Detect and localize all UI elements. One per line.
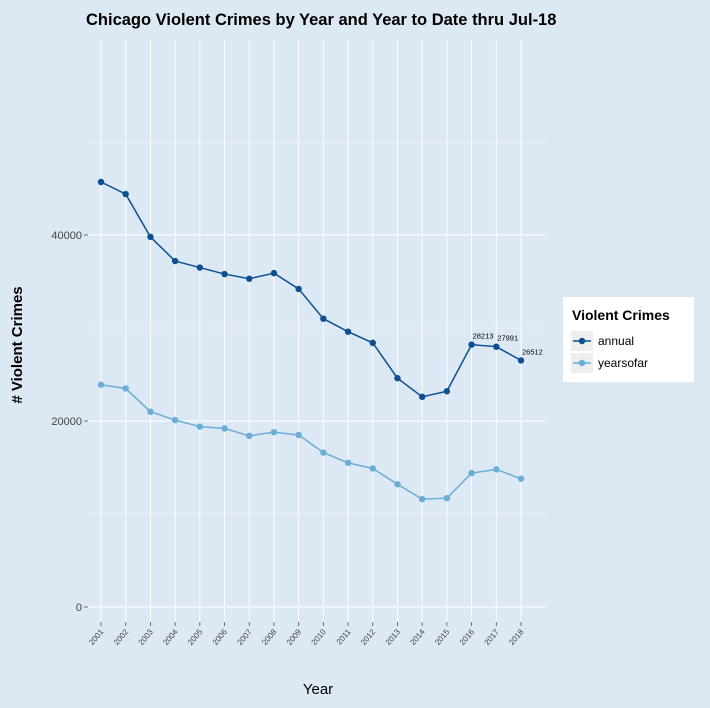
x-tick-label: 2010 [310,627,329,647]
legend-items: annual yearsofar [571,331,648,373]
data-point [443,494,451,502]
data-point [369,465,376,472]
y-tick-label: 20000 [51,416,82,428]
data-label: 27991 [497,334,518,343]
data-point [270,428,278,436]
data-point [493,466,500,473]
x-tick-label: 2011 [335,627,353,646]
data-point [320,449,327,456]
data-point [517,357,525,364]
data-point [344,328,352,335]
grid [88,40,546,622]
x-tick-label: 2013 [384,627,403,647]
x-tick-label: 2009 [285,627,304,647]
data-point [344,459,352,467]
data-point [171,416,179,424]
data-point [295,285,302,293]
data-point [517,475,525,482]
x-tick-label: 2018 [507,627,526,647]
legend: Violent Crimes annual yearsofar [563,297,694,382]
data-point [122,190,129,198]
data-label: 26512 [522,347,543,356]
data-point [171,257,179,265]
x-tick-label: 2015 [433,627,452,647]
legend-key-point [578,337,586,345]
plot-panel [88,40,546,622]
legend-item-yearsofar: yearsofar [571,353,648,373]
data-point [221,270,228,278]
data-point [147,233,154,241]
y-axis-title: # Violent Crimes [9,286,26,403]
series-line [100,181,522,398]
x-tick-label: 2016 [458,627,477,647]
data-point [196,264,204,271]
data-point [196,423,204,430]
data-point [122,385,129,392]
data-point [394,375,401,382]
series-annual [97,178,525,401]
series [97,178,525,503]
data-point [443,388,451,395]
data-point [468,341,475,348]
legend-label: yearsofar [598,356,648,370]
x-tick-label: 2012 [359,627,378,647]
data-point [221,425,228,432]
x-tick-label: 2007 [235,627,254,647]
data-point [246,432,253,440]
chart-title: Chicago Violent Crimes by Year and Year … [86,11,556,29]
x-tick-label: 2005 [186,627,205,647]
x-tick-label: 2003 [137,627,156,647]
data-point [97,381,105,388]
data-point [147,408,154,415]
legend-label: annual [598,334,634,348]
x-tick-label: 2008 [260,627,279,647]
x-tick-label: 2002 [112,627,131,647]
legend-item-annual: annual [571,331,634,351]
x-tick-label: 2017 [482,627,501,647]
legend-title: Violent Crimes [572,307,670,323]
data-point [97,178,105,186]
data-point [468,469,475,477]
x-tick-label: 2014 [408,627,427,647]
data-point [246,275,253,282]
x-tick-label: 2006 [211,627,230,647]
data-point [369,339,376,347]
y-tick-label: 0 [76,602,82,614]
series-line [100,383,522,500]
data-point [320,315,327,322]
series-yearsofar [97,381,525,503]
x-axis-title: Year [303,681,333,698]
data-point [270,269,278,277]
x-axis: 2001 2002 2003 2004 2005 2006 2007 2008 2009 2010… [87,622,526,647]
data-point [418,393,426,401]
data-point [295,431,302,439]
legend-key-point [578,359,586,367]
y-tick-label: 40000 [51,230,82,242]
data-label: 28213 [473,332,494,341]
data-point [394,481,401,488]
annotations: 28213 27991 26512 [473,332,543,357]
x-tick-label: 2004 [161,627,180,647]
y-axis: 0 20000 40000 [51,230,88,614]
x-tick-label: 2001 [87,627,106,647]
data-point [493,343,500,350]
data-point [418,495,426,503]
